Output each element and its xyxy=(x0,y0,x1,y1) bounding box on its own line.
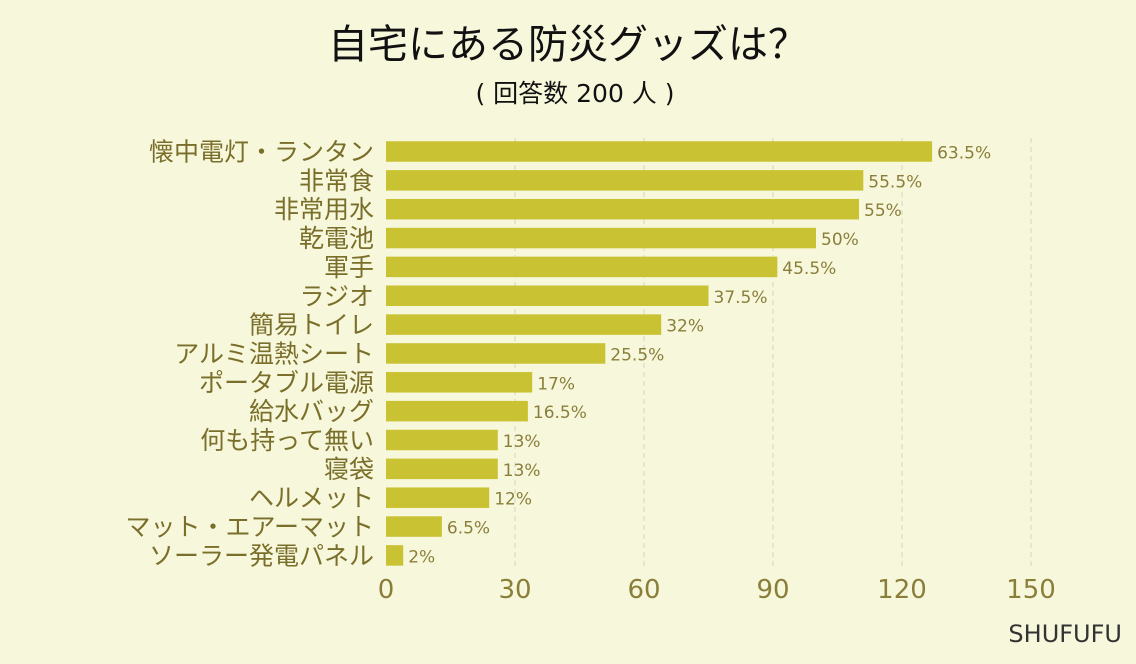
category-label: マット・エアーマット xyxy=(125,513,374,542)
value-label: 55.5% xyxy=(868,172,922,192)
category-label: 乾電池 xyxy=(299,224,374,253)
category-label: 簡易トイレ xyxy=(249,311,374,340)
x-tick-label: 30 xyxy=(498,575,531,605)
category-label: 給水バッグ xyxy=(249,397,374,426)
value-label: 17% xyxy=(537,374,575,394)
category-label: 軍手 xyxy=(324,253,374,282)
value-label: 6.5% xyxy=(447,519,490,539)
value-label: 50% xyxy=(821,230,859,250)
bar xyxy=(386,400,528,422)
x-tick-label: 90 xyxy=(756,575,789,605)
category-label: 寝袋 xyxy=(324,455,374,484)
bar xyxy=(386,256,778,278)
category-label: 何も持って無い xyxy=(200,426,374,455)
bar xyxy=(386,545,404,566)
x-tick-label: 60 xyxy=(627,575,660,605)
value-label: 45.5% xyxy=(782,259,836,279)
bar xyxy=(386,429,498,451)
value-label: 55% xyxy=(864,201,902,221)
category-label: ヘルメット xyxy=(249,484,374,513)
category-label: ポータブル電源 xyxy=(199,368,374,397)
bar xyxy=(386,314,662,335)
bar xyxy=(386,372,533,393)
category-label: 非常用水 xyxy=(274,195,374,224)
bar xyxy=(386,516,442,537)
bars: 懐中電灯・ランタン 63.5% 非常食 55.5% 非常用水 55% 乾電池 50% 軍手 45.… xyxy=(125,138,991,571)
x-tick-label: 120 xyxy=(877,575,927,605)
value-label: 12% xyxy=(494,490,532,510)
chart-title: 自宅にある防災グッズは？ xyxy=(328,22,808,68)
value-label: 25.5% xyxy=(610,345,664,365)
category-label: ソーラー発電パネル xyxy=(149,541,374,570)
value-label: 13% xyxy=(503,461,541,481)
x-axis-ticks: 0 30 60 90 120 150 xyxy=(378,575,1056,605)
value-label: 37.5% xyxy=(714,288,768,308)
value-label: 32% xyxy=(666,317,704,337)
bar xyxy=(386,198,859,220)
bar xyxy=(386,458,498,480)
x-tick-label: 0 xyxy=(378,575,395,605)
bar xyxy=(386,487,490,508)
bar xyxy=(386,285,709,306)
chart-subtitle: ( 回答数 200 人 ) xyxy=(475,79,674,108)
value-label: 63.5% xyxy=(937,144,991,164)
bar xyxy=(386,170,864,191)
category-label: 非常食 xyxy=(299,166,374,195)
value-label: 2% xyxy=(408,547,435,567)
bar xyxy=(386,227,816,249)
bar xyxy=(386,343,606,364)
category-label: アルミ温熱シート xyxy=(174,339,374,368)
bar xyxy=(386,141,933,162)
category-label: ラジオ xyxy=(299,282,374,311)
value-label: 13% xyxy=(503,432,541,452)
value-label: 16.5% xyxy=(533,403,587,423)
category-label: 懐中電灯・ランタン xyxy=(149,138,374,167)
x-tick-label: 150 xyxy=(1006,575,1056,605)
brand-logo: SHUFUFU xyxy=(1008,620,1122,648)
